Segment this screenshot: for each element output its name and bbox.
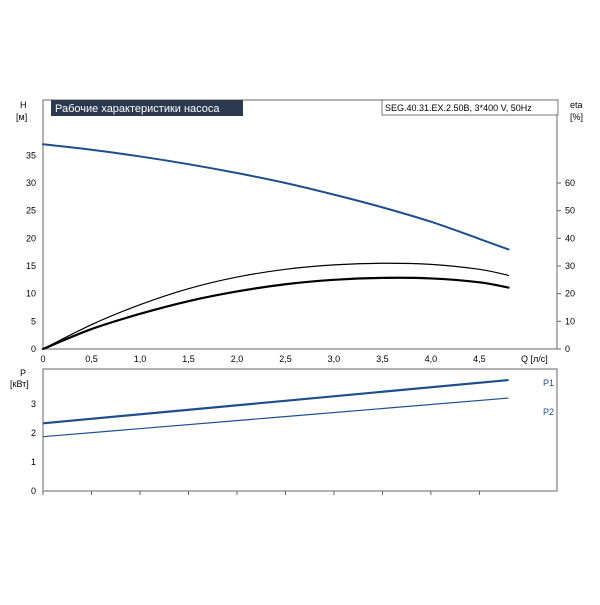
y-right-tick-label: 10: [565, 316, 575, 326]
x-tick-label: 1,0: [134, 354, 147, 364]
y-left-tick-label: 35: [26, 150, 36, 160]
y-left-tick-label: 25: [26, 206, 36, 216]
y-right-tick-label: 0: [565, 344, 570, 354]
y-left-label-name: H: [20, 100, 27, 110]
bottom-labels: P [кВт] P1 P2: [10, 368, 554, 417]
series-label-p1: P1: [543, 378, 554, 388]
top-plot-frame: [42, 99, 558, 350]
x-tick-label: 2,0: [231, 354, 244, 364]
y-left-label-unit: [м]: [16, 112, 27, 122]
x-tick-label: 4,5: [473, 354, 486, 364]
y-right-tick-label: 20: [565, 289, 575, 299]
y-left-tick-label: 30: [26, 178, 36, 188]
y-right-tick-label: 50: [565, 206, 575, 216]
top-series: [41, 143, 510, 351]
top-series-line-0: [42, 143, 510, 251]
top-axes: 0 0,5 1,0 1,5 2,0 2,5 3,0 3,5 4,0 4,5 0 5 10 15 20 25 30…: [26, 99, 575, 364]
chart-title-bg: [51, 100, 243, 116]
model-label-box: [381, 99, 559, 116]
bottom-series: [42, 378, 509, 438]
top-series-line-1: [42, 262, 510, 350]
y-right-label-name: eta: [570, 100, 583, 110]
bottom-series-line-0: [42, 378, 509, 425]
x-tick-label: 3,0: [328, 354, 341, 364]
y-right-tick-label: 40: [565, 233, 575, 243]
p-tick-label: 0: [31, 486, 36, 496]
p-tick-label: 1: [31, 457, 36, 467]
y-left-tick-label: 20: [26, 233, 36, 243]
top-labels: Рабочие характеристики насоса SEG.40.31.…: [16, 99, 583, 364]
x-tick-label: 3,5: [376, 354, 389, 364]
bottom-axes: 0 1 2 3: [31, 368, 558, 496]
bottom-plot-border: [42, 368, 558, 492]
series-label-p2: P2: [543, 407, 554, 417]
y-left-tick-label: 10: [26, 289, 36, 299]
p-axis-label-unit: [кВт]: [10, 379, 29, 389]
y-left-tick-label: 0: [31, 344, 36, 354]
x-tick-label: 2,5: [279, 354, 292, 364]
y-left-tick-label: 15: [26, 261, 36, 271]
top-series-line-2: [41, 276, 510, 351]
y-right-tick-label: 30: [565, 261, 575, 271]
top-plot-border: [42, 99, 558, 350]
p-tick-label: 3: [31, 399, 36, 409]
p-axis-label-name: P: [20, 368, 26, 378]
y-right-label-unit: [%]: [570, 112, 583, 122]
model-label: SEG.40.31.EX.2.50B, 3*400 V, 50Hz: [385, 103, 532, 113]
x-tick-label: 0,5: [85, 354, 98, 364]
y-right-tick-label: 60: [565, 178, 575, 188]
bottom-series-line-1: [42, 397, 509, 438]
x-axis-label: Q [л/с]: [521, 354, 548, 364]
y-left-tick-label: 5: [31, 316, 36, 326]
x-tick-label: 4,0: [425, 354, 438, 364]
p-tick-label: 2: [31, 428, 36, 438]
chart-title: Рабочие характеристики насоса: [55, 103, 220, 115]
x-tick-label: 1,5: [182, 354, 195, 364]
x-tick-label: 0: [40, 354, 45, 364]
